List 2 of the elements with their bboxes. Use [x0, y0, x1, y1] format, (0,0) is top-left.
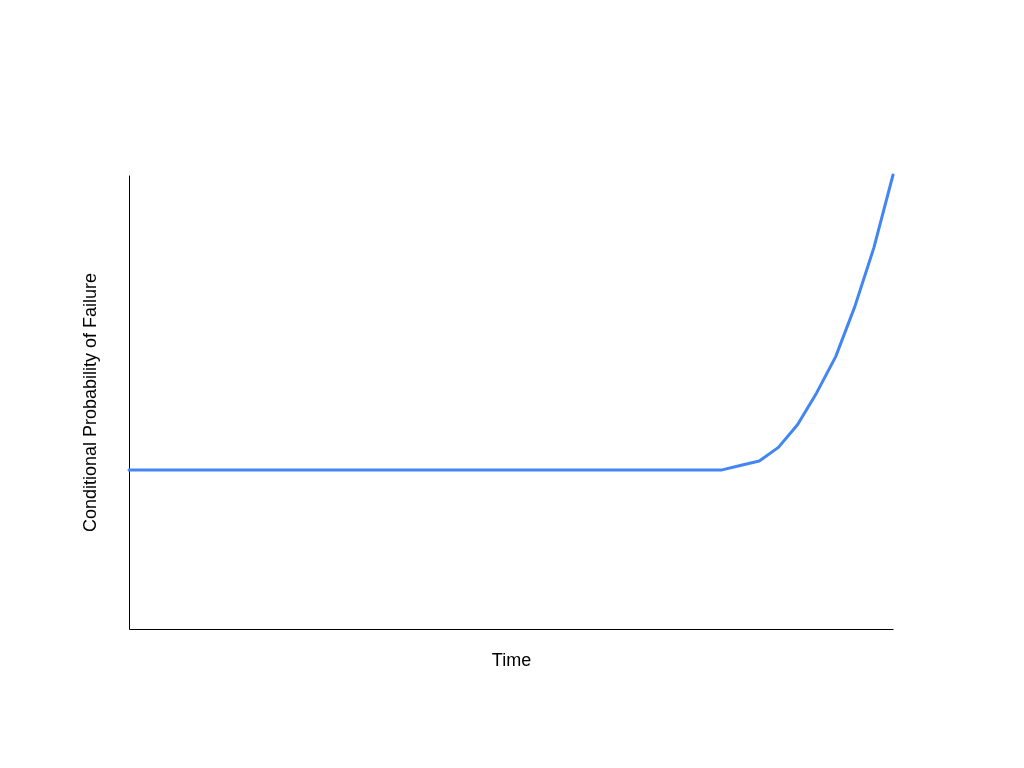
y-axis-title: Conditional Probability of Failure — [79, 272, 100, 533]
x-axis-title: Time — [491, 649, 532, 670]
